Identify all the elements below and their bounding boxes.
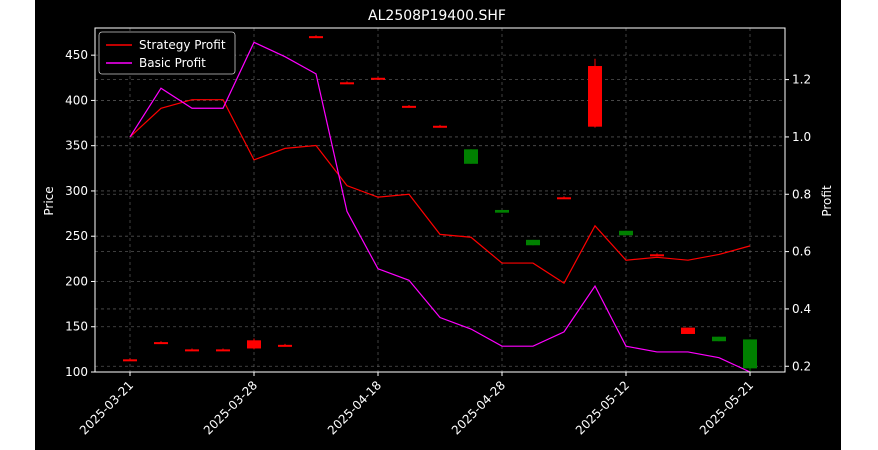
x-tick-label: 2025-04-18 (325, 378, 384, 437)
y-left-tick-label: 450 (65, 48, 88, 62)
x-tick-label: 2025-05-21 (697, 378, 756, 437)
candle-body (278, 344, 292, 347)
candle-body (557, 197, 571, 200)
candle-body (340, 82, 354, 85)
candle-body (588, 66, 602, 127)
series-line (129, 41, 751, 373)
candle-body (123, 359, 137, 362)
legend-box (98, 31, 236, 75)
candle-body (681, 327, 695, 334)
candle-body (743, 339, 757, 369)
candles (123, 35, 757, 372)
grid (95, 28, 785, 373)
candle-body (309, 36, 323, 39)
candle-body (371, 77, 385, 80)
y-right-tick-label: 1.0 (792, 130, 811, 144)
y-left-tick-label: 250 (65, 229, 88, 243)
chart-figure: AL2508P19400.SHF Price Profit 100 150 200 2… (35, 0, 841, 450)
y-left-tick-label: 350 (65, 139, 88, 153)
y-right-tick-label: 0.8 (792, 187, 811, 201)
candle-body (216, 349, 230, 352)
candle-body (433, 125, 447, 128)
candle-body (495, 209, 509, 213)
x-tick-label: 2025-03-28 (201, 378, 260, 437)
series-line (129, 99, 751, 284)
chart-svg: AL2508P19400.SHF Price Profit 100 150 200 2… (42, 8, 834, 437)
y-left-tick-label: 400 (65, 93, 88, 107)
candle-body (154, 342, 168, 345)
y-right-tick-label: 0.2 (792, 359, 811, 373)
x-tick-label: 2025-03-21 (77, 378, 136, 437)
candle-body (526, 239, 540, 246)
y-left-tick-label: 300 (65, 184, 88, 198)
candle-body (185, 349, 199, 352)
candle-body (402, 105, 416, 108)
candle-body (247, 340, 261, 349)
chart-title: AL2508P19400.SHF (368, 8, 506, 24)
y-axis-right-label: Profit (820, 185, 834, 217)
y-left-tick-label: 200 (65, 274, 88, 288)
y-right-tick-label: 1.2 (792, 73, 811, 87)
candle-body (464, 149, 478, 164)
legend-label: Basic Profit (139, 56, 206, 70)
y-left-tick-label: 100 (65, 365, 88, 379)
legend: Strategy Profit Basic Profit (98, 31, 236, 75)
profit-lines (129, 41, 751, 373)
y-right-tick-label: 0.4 (792, 302, 811, 316)
y-axis-left-label: Price (42, 186, 56, 215)
candle-body (619, 230, 633, 236)
y-left-tick-label: 150 (65, 320, 88, 334)
legend-label: Strategy Profit (139, 38, 226, 52)
plot-frame (94, 27, 786, 373)
x-tick-label: 2025-04-28 (449, 378, 508, 437)
candle-body (650, 254, 664, 257)
y-right-tick-label: 0.6 (792, 245, 811, 259)
x-tick-label: 2025-05-12 (573, 378, 632, 437)
candle-body (712, 336, 726, 342)
